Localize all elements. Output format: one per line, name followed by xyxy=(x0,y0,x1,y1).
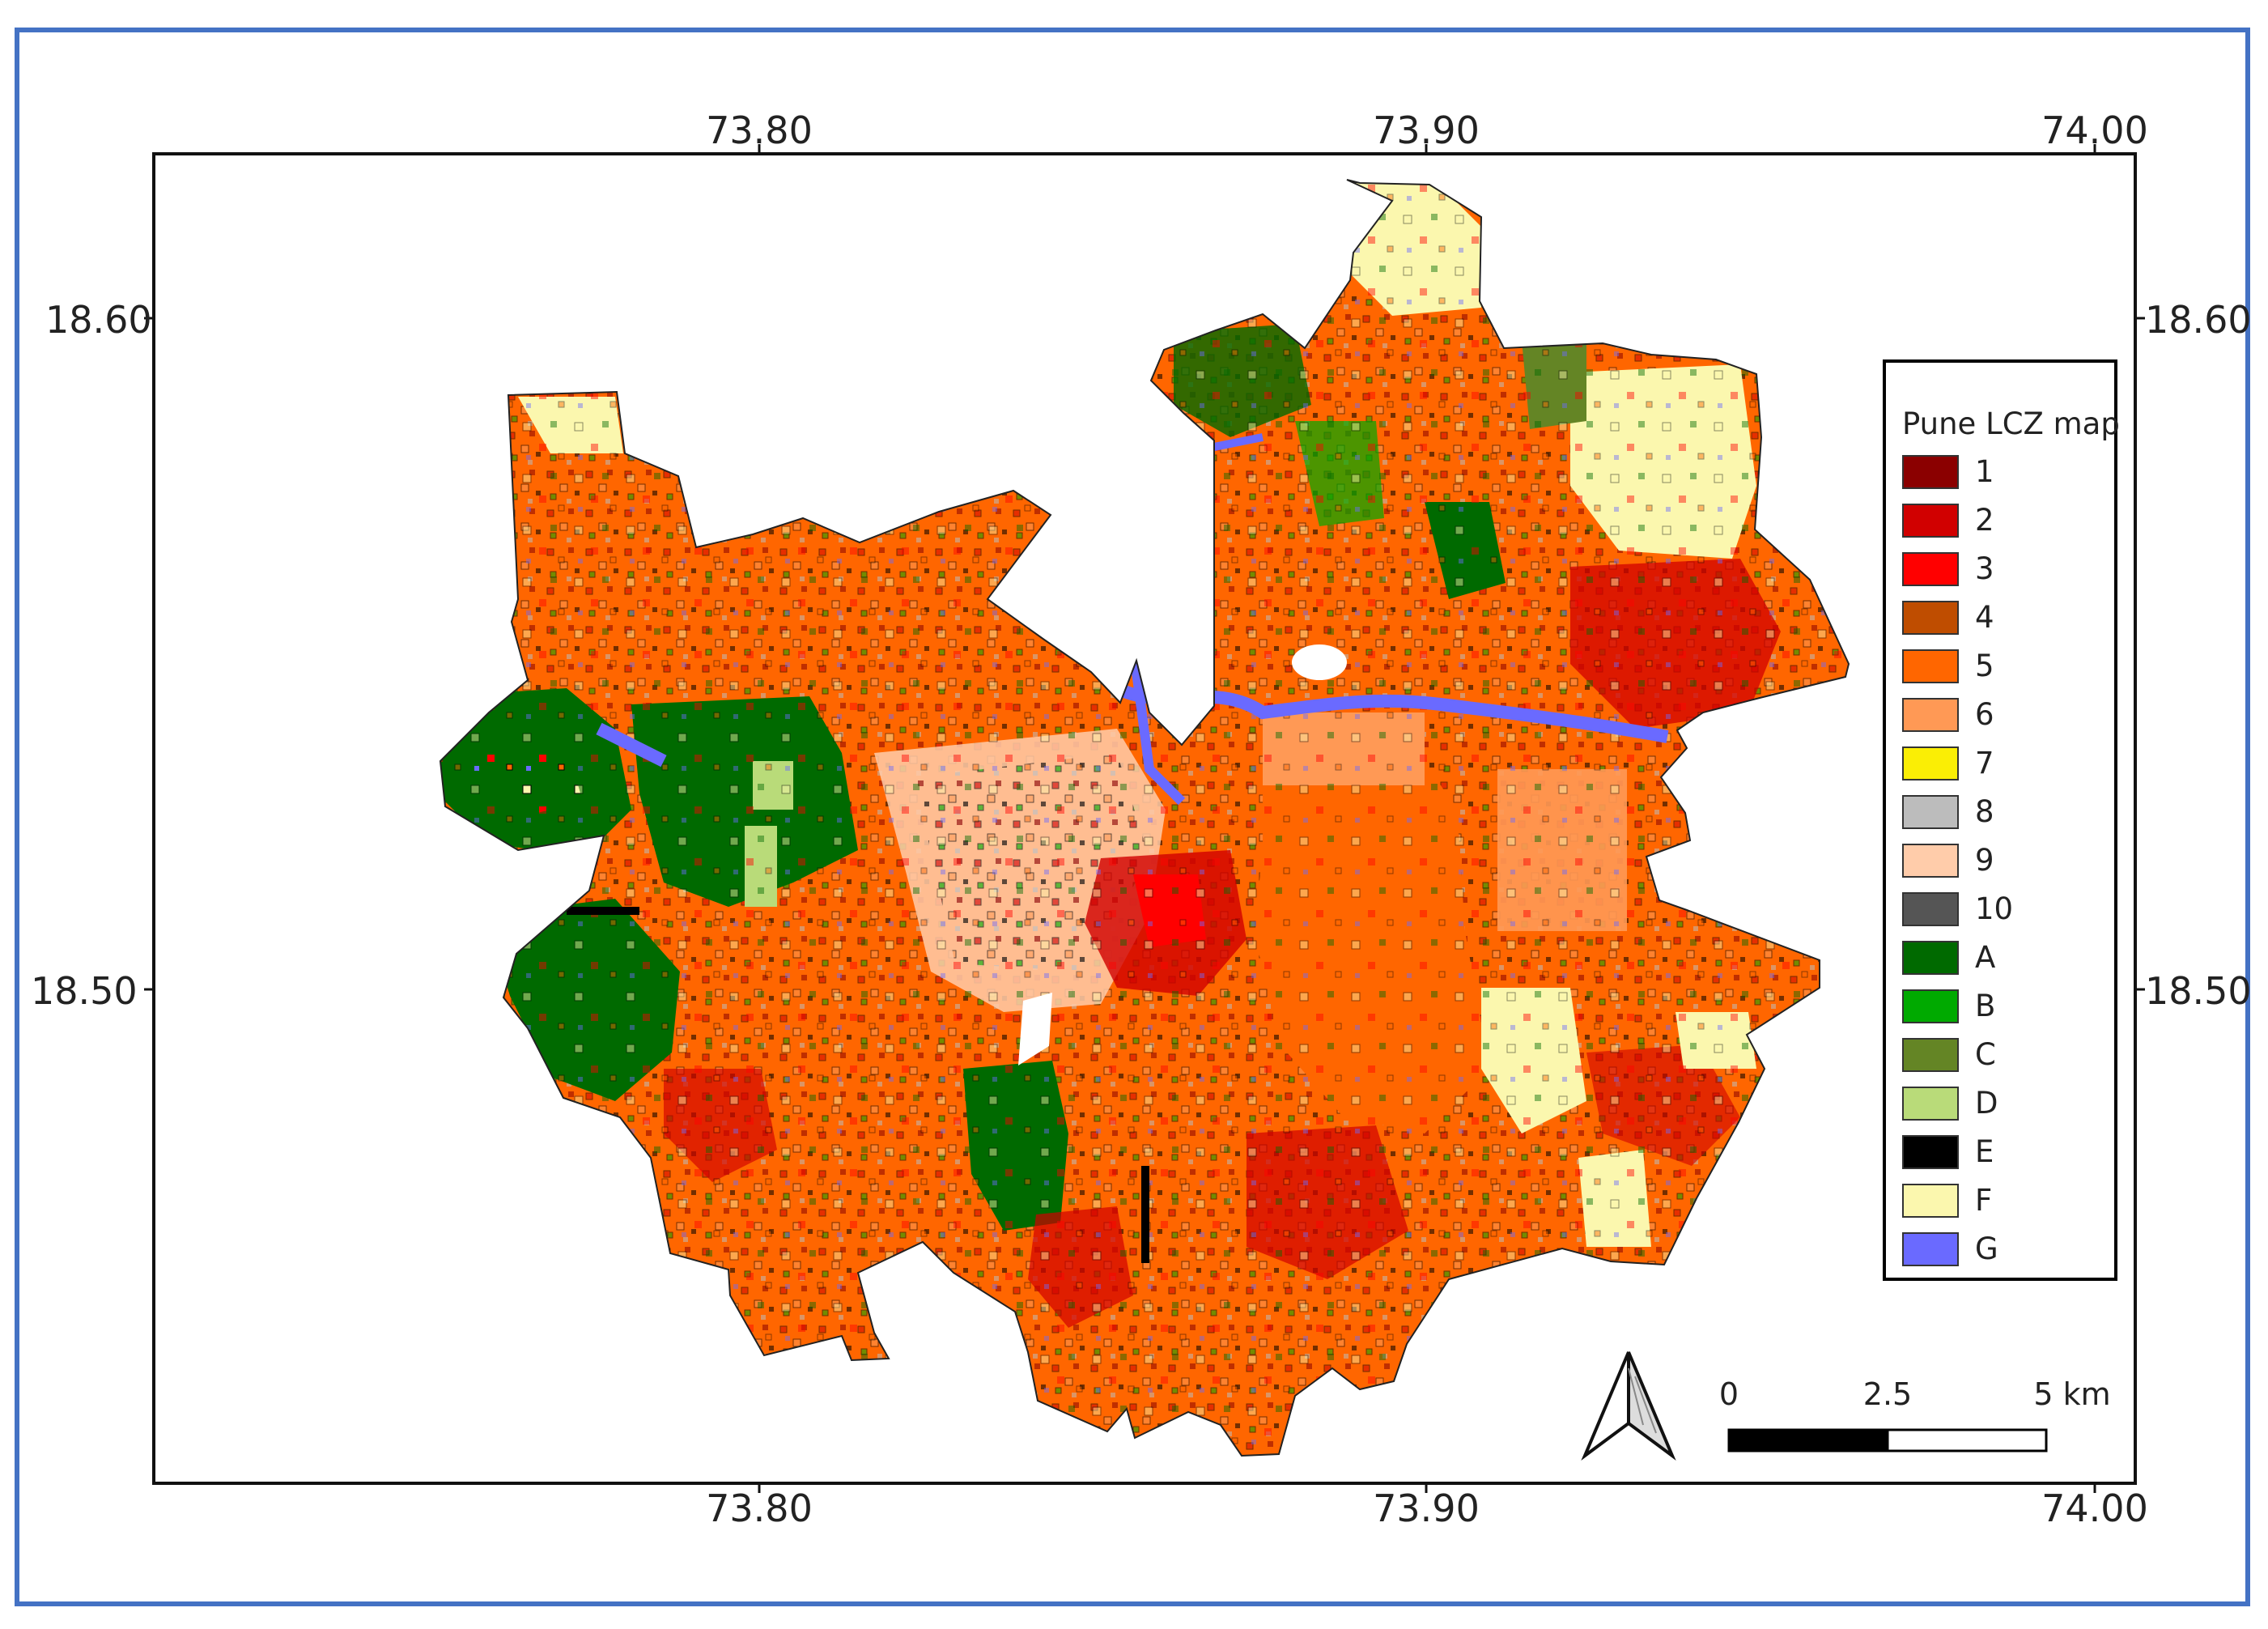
legend-label: 1 xyxy=(1975,454,1994,489)
legend-swatch xyxy=(1902,649,1959,683)
legend-swatch xyxy=(1902,795,1959,829)
x-tick-top-1: 73.80 xyxy=(706,108,813,152)
legend-item-8: 8 xyxy=(1902,795,2104,829)
legend-item-4: 4 xyxy=(1902,601,2104,635)
legend-label: D xyxy=(1975,1086,1998,1121)
legend-item-9: 9 xyxy=(1902,844,2104,878)
legend-swatch xyxy=(1902,941,1959,975)
legend-item-c: C xyxy=(1902,1038,2104,1072)
legend-label: 5 xyxy=(1975,649,1994,683)
legend-item-10: 10 xyxy=(1902,892,2104,926)
legend-swatch xyxy=(1902,1038,1959,1072)
legend-swatch xyxy=(1902,892,1959,926)
legend-item-3: 3 xyxy=(1902,552,2104,586)
legend-swatch xyxy=(1902,989,1959,1023)
legend-item-g: G xyxy=(1902,1232,2104,1266)
y-tick-left-2: 18.50 xyxy=(31,969,138,1013)
legend-label: 9 xyxy=(1975,843,1994,878)
legend-item-1: 1 xyxy=(1902,455,2104,489)
scale-label-0: 0 xyxy=(1718,1376,1739,1412)
legend-label: B xyxy=(1975,989,1996,1023)
legend-swatch xyxy=(1902,601,1959,635)
x-tick-bottom-2: 73.90 xyxy=(1373,1487,1480,1530)
legend-label: E xyxy=(1975,1134,1994,1169)
legend-label: C xyxy=(1975,1037,1996,1072)
legend-swatch xyxy=(1902,1087,1959,1121)
legend-item-5: 5 xyxy=(1902,649,2104,683)
legend-swatch xyxy=(1902,844,1959,878)
scale-label-end: 5 km xyxy=(2033,1376,2111,1412)
legend-item-f: F xyxy=(1902,1184,2104,1218)
y-tick-right-1: 18.60 xyxy=(2145,298,2252,342)
legend-title: Pune LCZ map xyxy=(1902,406,2120,441)
legend-item-6: 6 xyxy=(1902,698,2104,732)
legend-label: F xyxy=(1975,1183,1993,1218)
x-tick-top-3: 74.00 xyxy=(2041,108,2148,152)
legend-label: 10 xyxy=(1975,891,2014,926)
legend-label: 4 xyxy=(1975,600,1994,635)
legend-label: 8 xyxy=(1975,794,1994,829)
y-tick-right-2: 18.50 xyxy=(2145,969,2252,1013)
legend-swatch xyxy=(1902,698,1959,732)
map-panel-frame xyxy=(152,152,2137,1485)
legend-label: G xyxy=(1975,1231,1998,1266)
lcz-raster xyxy=(440,179,1850,1457)
legend-label: 6 xyxy=(1975,697,1994,732)
north-arrow-icon xyxy=(1581,1351,1676,1461)
legend-label: A xyxy=(1975,940,1996,975)
legend-swatch xyxy=(1902,1232,1959,1266)
legend: Pune LCZ map 1 2 3 4 5 6 7 8 9 10 A B C … xyxy=(1883,359,2120,1281)
legend-swatch xyxy=(1902,746,1959,780)
x-tick-bottom-1: 73.80 xyxy=(706,1487,813,1530)
legend-item-e: E xyxy=(1902,1135,2104,1169)
legend-item-7: 7 xyxy=(1902,746,2104,780)
legend-item-b: B xyxy=(1902,989,2104,1023)
scale-bar xyxy=(1727,1428,2048,1452)
scale-label-mid: 2.5 xyxy=(1862,1376,1913,1412)
tick-marks xyxy=(144,144,2145,1493)
legend-swatch xyxy=(1902,504,1959,538)
legend-item-d: D xyxy=(1902,1087,2104,1121)
legend-label: 2 xyxy=(1975,503,1994,538)
x-tick-top-2: 73.90 xyxy=(1373,108,1480,152)
legend-item-2: 2 xyxy=(1902,504,2104,538)
legend-swatch xyxy=(1902,1184,1959,1218)
legend-swatch xyxy=(1902,1135,1959,1169)
legend-item-a: A xyxy=(1902,941,2104,975)
legend-swatch xyxy=(1902,552,1959,586)
legend-label: 7 xyxy=(1975,746,1994,780)
legend-label: 3 xyxy=(1975,551,1994,586)
y-tick-left-1: 18.60 xyxy=(45,298,152,342)
legend-swatch xyxy=(1902,455,1959,489)
x-tick-bottom-3: 74.00 xyxy=(2041,1487,2148,1530)
